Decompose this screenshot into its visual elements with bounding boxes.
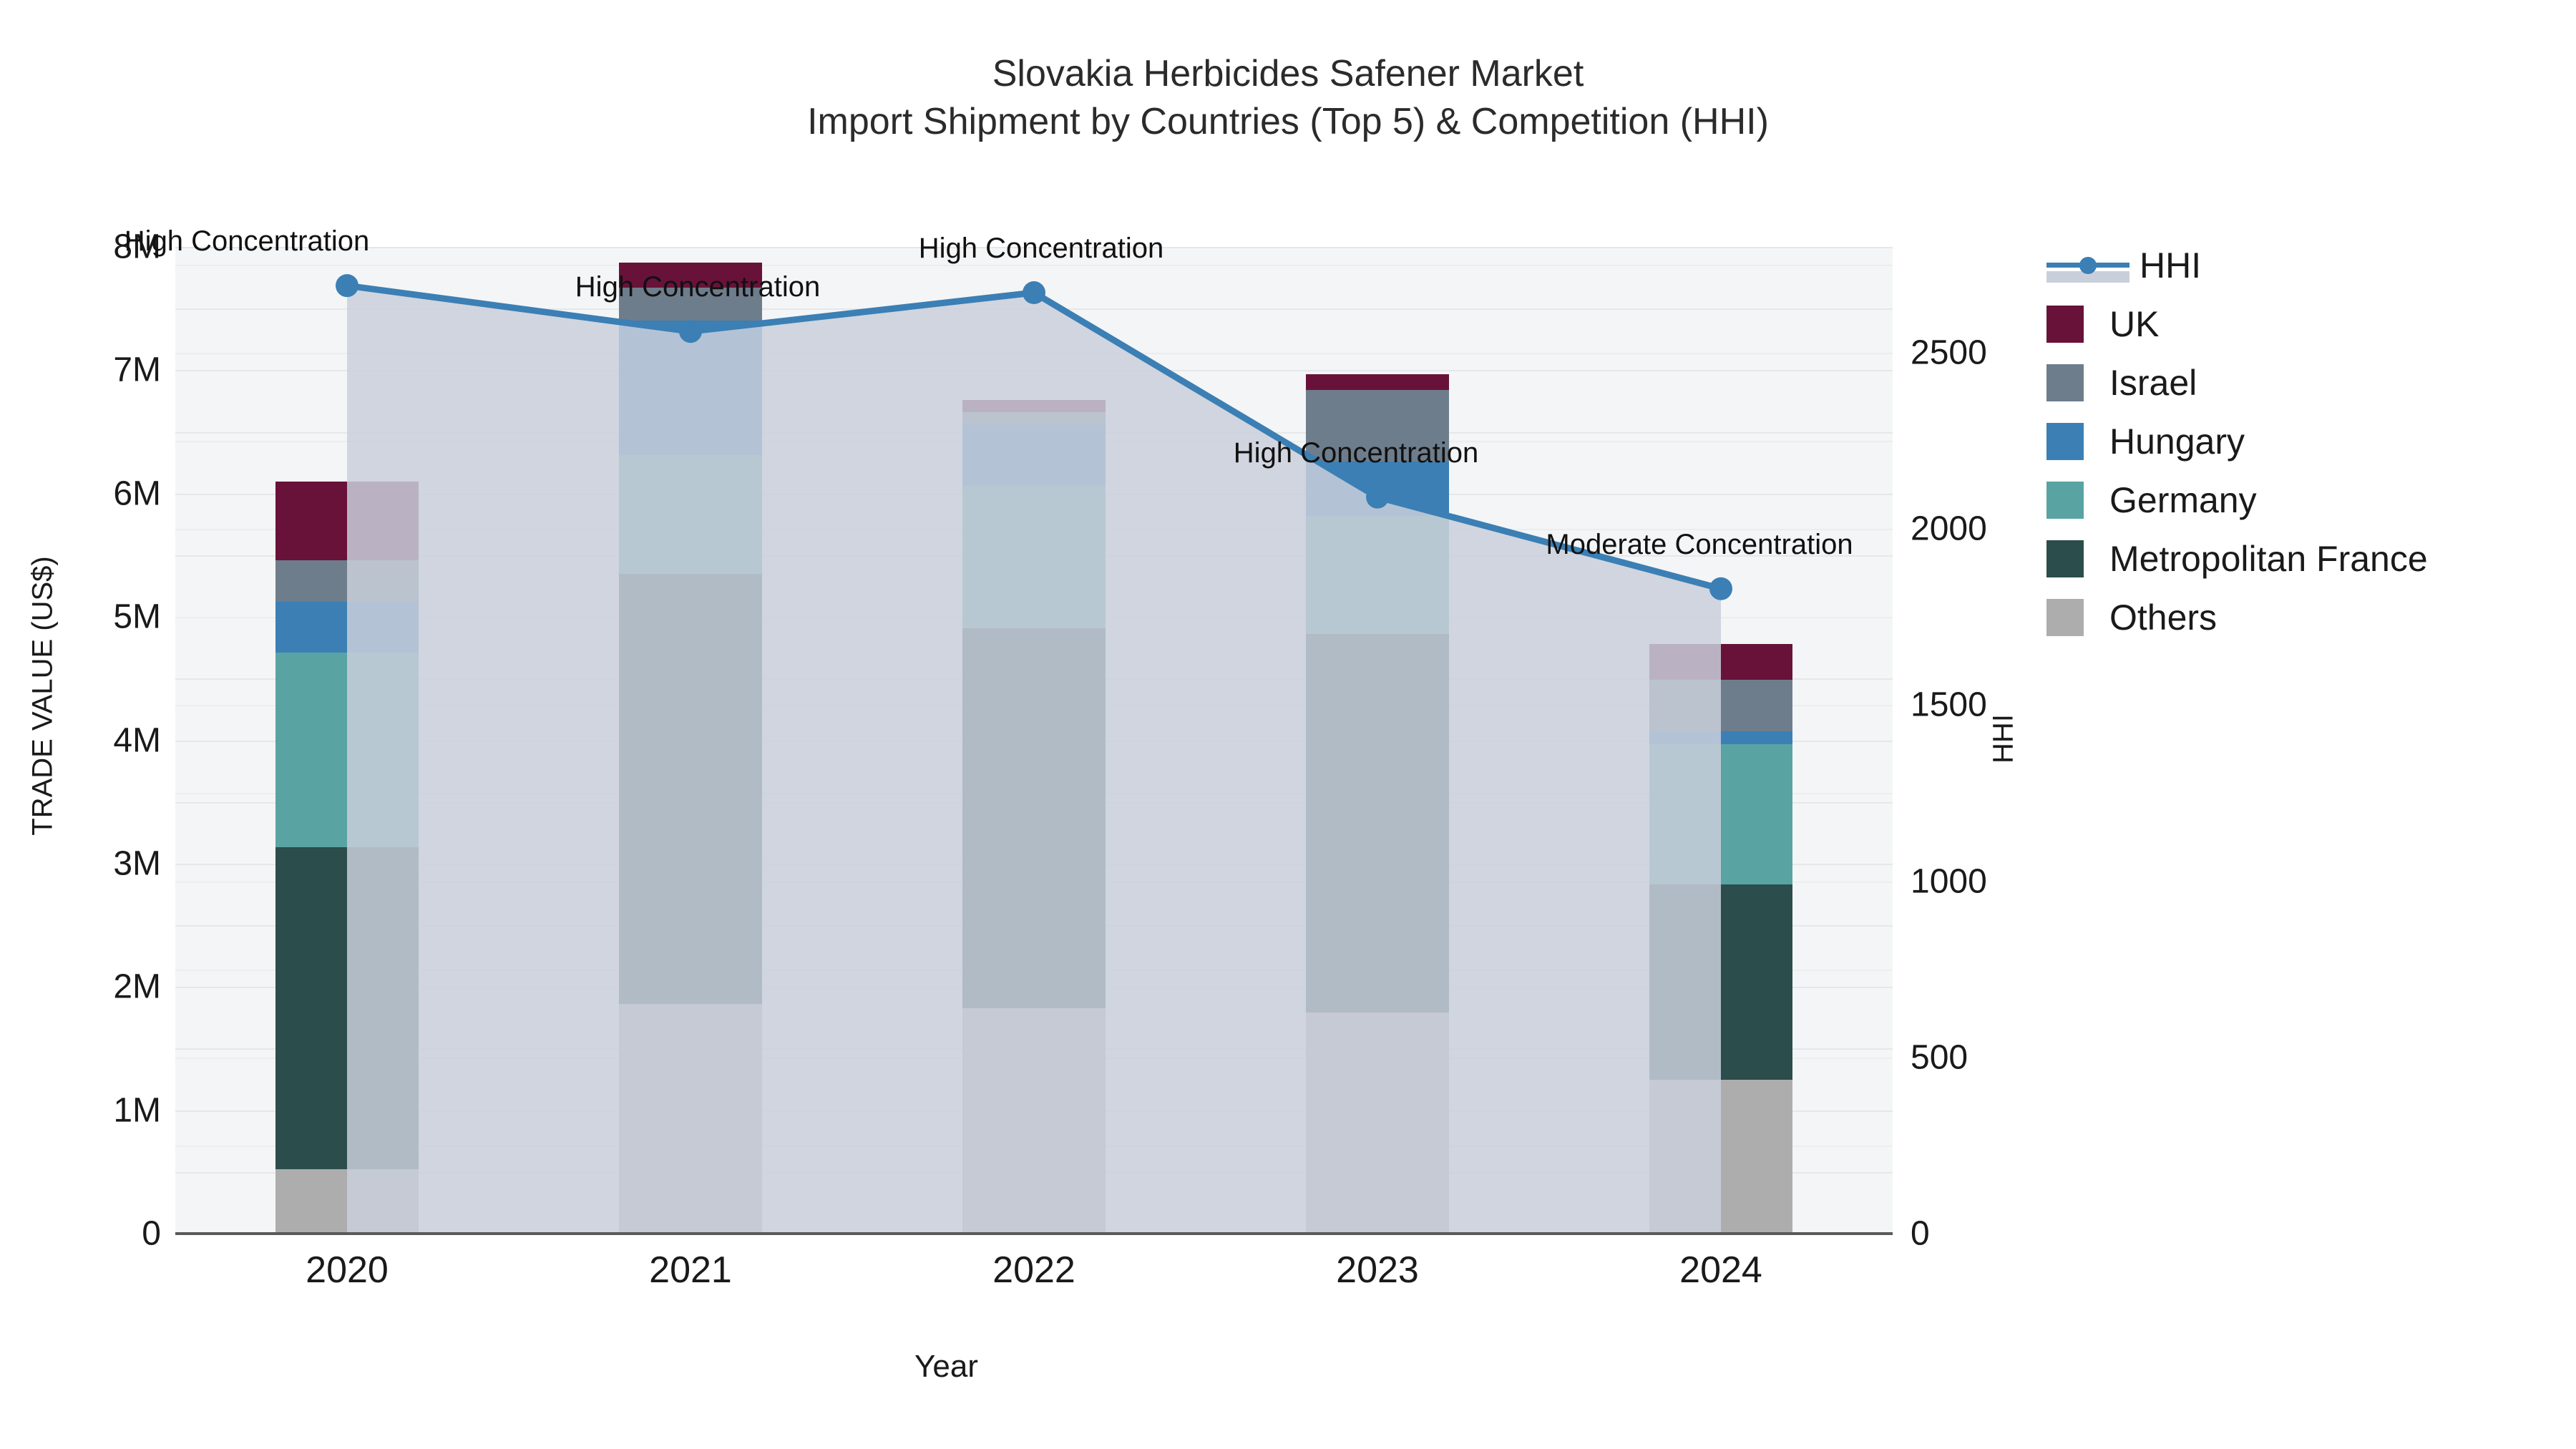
annotation-2022: High Concentration xyxy=(918,233,1164,265)
annotation-2021: High Concentration xyxy=(575,271,821,303)
legend-line-icon xyxy=(2046,247,2129,284)
x-axis-tick-label-2020: 2020 xyxy=(306,1249,389,1291)
chart-title: Slovakia Herbicides Safener Market Impor… xyxy=(0,50,2576,145)
x-axis-tick-label-2024: 2024 xyxy=(1679,1249,1762,1291)
y-axis-right-title: HHI xyxy=(1987,714,2019,763)
y-axis-right-tick-label: 2000 xyxy=(1911,509,1987,548)
y-axis-right-tick-label: 500 xyxy=(1911,1038,1968,1077)
legend: HHI UK Israel Hungary Germany Metropolitan Fr… xyxy=(2046,236,2547,647)
chart-title-line-1: Slovakia Herbicides Safener Market xyxy=(992,53,1584,94)
legend-item-uk[interactable]: UK xyxy=(2046,295,2547,353)
hhi-point-2023[interactable] xyxy=(1366,485,1389,509)
gridline-secondary xyxy=(175,264,1893,266)
legend-item-label: Hungary xyxy=(2109,421,2245,462)
legend-line-marker-icon xyxy=(2079,257,2097,274)
y-axis-left-tick-label: 0 xyxy=(142,1214,161,1253)
y-axis-left-tick-label: 3M xyxy=(113,844,161,883)
legend-area-swatch xyxy=(2046,271,2129,283)
legend-swatch-icon xyxy=(2046,364,2084,401)
y-axis-right-tick-label: 1500 xyxy=(1911,686,1987,724)
y-axis-right-tick-label: 1000 xyxy=(1911,862,1987,900)
hhi-line-overlay xyxy=(336,274,1732,1234)
zero-baseline xyxy=(175,1232,1893,1235)
y-axis-left-tick-label: 8M xyxy=(113,228,161,266)
legend-item-label: Israel xyxy=(2109,363,2197,403)
y-axis-left-tick-label: 5M xyxy=(113,597,161,636)
legend-item-israel[interactable]: Israel xyxy=(2046,353,2547,412)
hhi-area-fill xyxy=(347,286,1721,1234)
y-axis-left-title: TRADE VALUE (US$) xyxy=(26,556,59,836)
bar-segment-israel[interactable] xyxy=(619,287,762,321)
y-axis-left-tick-label: 6M xyxy=(113,474,161,513)
legend-item-label: Others xyxy=(2109,597,2218,638)
legend-item-others[interactable]: Others xyxy=(2046,588,2547,647)
annotation-2023: High Concentration xyxy=(1233,436,1479,469)
legend-item-label: UK xyxy=(2109,304,2160,344)
legend-item-label: HHI xyxy=(2140,245,2202,286)
legend-swatch-icon xyxy=(2046,540,2084,577)
annotation-2020: High Concentration xyxy=(124,225,370,258)
bar-segment-uk[interactable] xyxy=(1306,374,1449,390)
legend-item-label: Germany xyxy=(2109,480,2257,520)
bar-segment-israel[interactable] xyxy=(1306,389,1449,462)
legend-item-metropolitan-france[interactable]: Metropolitan France xyxy=(2046,530,2547,588)
legend-item-hungary[interactable]: Hungary xyxy=(2046,412,2547,471)
legend-swatch-icon xyxy=(2046,306,2084,343)
y-axis-left-tick-label: 1M xyxy=(113,1091,161,1130)
y-axis-left-tick-label: 4M xyxy=(113,721,161,759)
x-axis-tick-label-2021: 2021 xyxy=(649,1249,732,1291)
y-axis-right-tick-label: 2500 xyxy=(1911,333,1987,372)
legend-item-hhi[interactable]: HHI xyxy=(2046,236,2547,295)
legend-swatch-icon xyxy=(2046,423,2084,460)
hhi-point-2021[interactable] xyxy=(679,320,702,343)
legend-item-label: Metropolitan France xyxy=(2109,539,2428,579)
plot-area: High Concentration High Concentration High… xyxy=(125,225,1893,1235)
chart-title-line-2: Import Shipment by Countries (Top 5) & C… xyxy=(807,100,1769,142)
legend-swatch-icon xyxy=(2046,482,2084,519)
annotation-2024: Moderate Concentration xyxy=(1546,528,1853,560)
y-axis-right-tick-label: 0 xyxy=(1911,1214,1930,1253)
y-axis-left-tick-label: 2M xyxy=(113,967,161,1006)
hhi-point-2024[interactable] xyxy=(1709,577,1732,600)
hhi-point-2022[interactable] xyxy=(1023,281,1045,305)
legend-item-germany[interactable]: Germany xyxy=(2046,471,2547,530)
gridline xyxy=(175,247,1893,248)
legend-swatch-icon xyxy=(2046,599,2084,636)
y-axis-left-tick-label: 7M xyxy=(113,351,161,389)
x-axis-tick-label-2023: 2023 xyxy=(1336,1249,1419,1291)
hhi-point-2020[interactable] xyxy=(336,274,358,298)
bar-segment-uk[interactable] xyxy=(619,263,762,288)
x-axis-title: Year xyxy=(914,1349,978,1384)
x-axis-tick-label-2022: 2022 xyxy=(992,1249,1075,1291)
